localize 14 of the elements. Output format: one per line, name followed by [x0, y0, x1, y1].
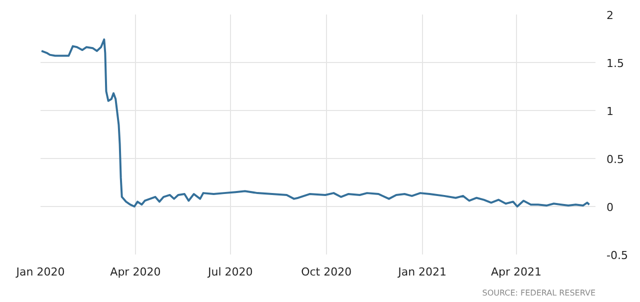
y-tick-label: 2 — [606, 9, 614, 22]
x-tick-label: Jan 2021 — [397, 266, 447, 278]
line-series — [40, 38, 590, 208]
y-tick-label: 1.5 — [606, 57, 624, 70]
x-tick-label: Jul 2020 — [206, 266, 253, 278]
x-tick-label: Apr 2021 — [490, 266, 542, 278]
source-note: SOURCE: FEDERAL RESERVE — [482, 288, 596, 298]
x-tick-label: Oct 2020 — [301, 266, 352, 278]
y-tick-label: 1 — [606, 105, 614, 118]
x-tick-label: Jan 2020 — [15, 266, 65, 278]
y-tick-label: 0 — [606, 201, 614, 214]
y-tick-label: -0.5 — [606, 249, 628, 262]
y-tick-label: 0.5 — [606, 153, 624, 166]
x-tick-label: Apr 2020 — [110, 266, 161, 278]
